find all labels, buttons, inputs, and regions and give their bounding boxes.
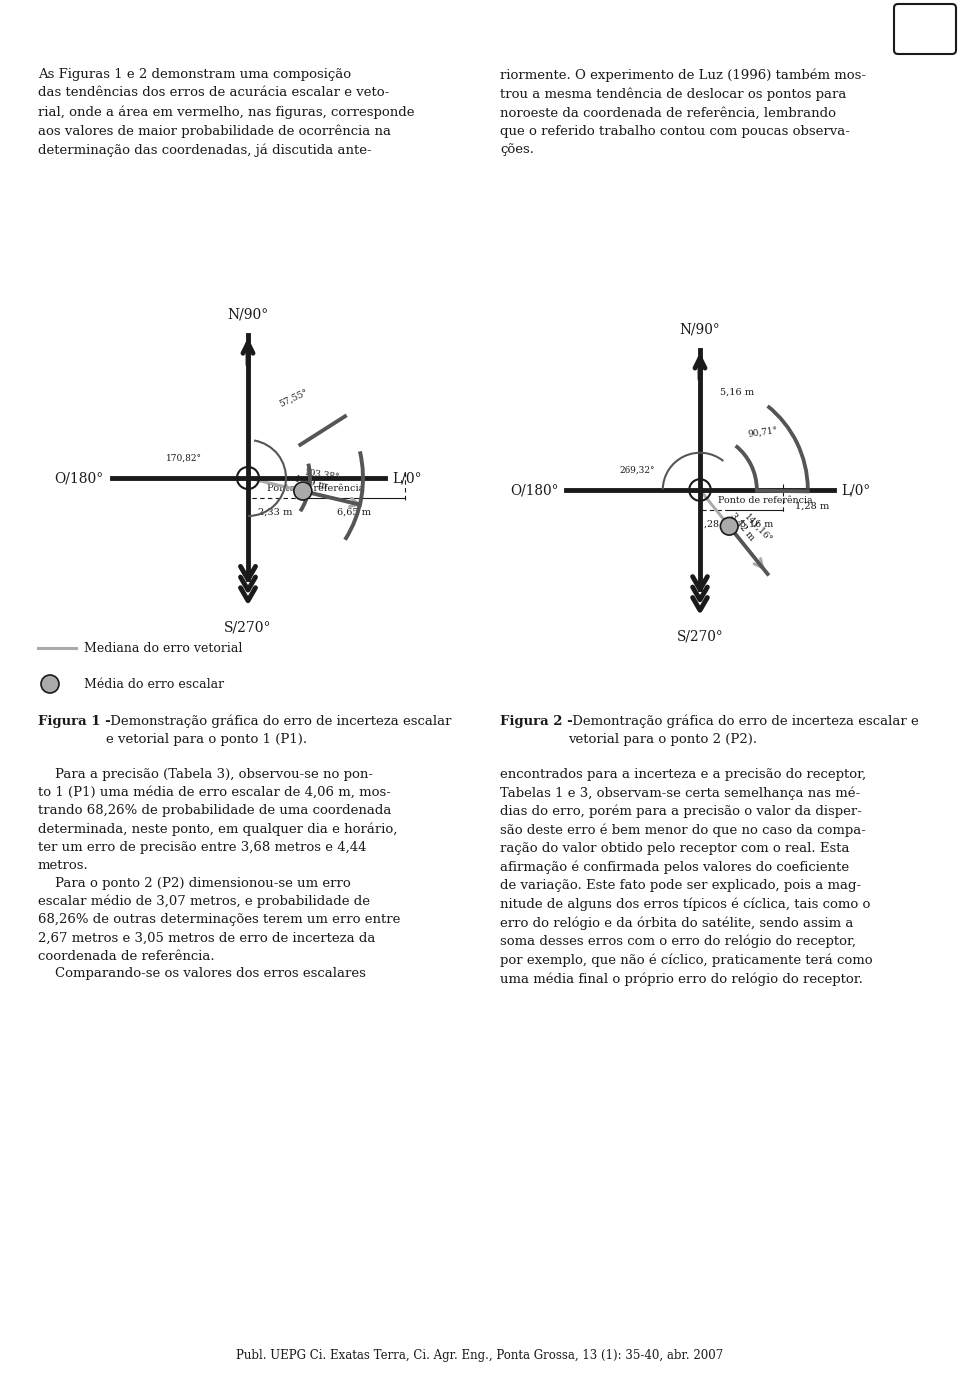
Text: 141,16°: 141,16°: [742, 513, 774, 544]
Text: Demonstração gráfica do erro de incerteza escalar: Demonstração gráfica do erro de incertez…: [106, 715, 451, 728]
Text: 1,28 m: 1,28 m: [698, 519, 732, 528]
Text: L/0°: L/0°: [842, 483, 871, 497]
Text: 90,71°: 90,71°: [747, 425, 779, 439]
Text: Publ. UEPG Ci. Exatas Terra, Ci. Agr. Eng., Ponta Grossa, 13 (1): 35-40, abr. 20: Publ. UEPG Ci. Exatas Terra, Ci. Agr. En…: [236, 1349, 724, 1363]
Text: 2,33 m: 2,33 m: [258, 508, 293, 517]
Text: Ponto de referência: Ponto de referência: [267, 483, 364, 493]
Text: Ponto de referência: Ponto de referência: [718, 496, 813, 504]
Text: 4,49 m: 4,49 m: [294, 475, 328, 492]
Text: O/180°: O/180°: [55, 471, 104, 485]
Text: 39: 39: [909, 19, 941, 42]
Text: 3,42 m: 3,42 m: [729, 511, 756, 543]
Text: 1,28 m: 1,28 m: [795, 501, 829, 511]
Text: e vetorial para o ponto 1 (P1).: e vetorial para o ponto 1 (P1).: [106, 733, 307, 746]
Text: Média do erro escalar: Média do erro escalar: [84, 678, 224, 690]
Text: O/180°: O/180°: [510, 483, 559, 497]
Circle shape: [41, 675, 59, 693]
Text: encontrados para a incerteza e a precisão do receptor,
Tabelas 1 e 3, observam-s: encontrados para a incerteza e a precisã…: [500, 768, 873, 986]
Text: Mediana do erro vetorial: Mediana do erro vetorial: [84, 642, 242, 654]
Text: L/0°: L/0°: [393, 471, 422, 485]
Text: 57,55°: 57,55°: [278, 388, 310, 408]
Text: S/270°: S/270°: [225, 621, 272, 635]
Text: N/90°: N/90°: [680, 322, 720, 336]
Text: 103,38°: 103,38°: [304, 468, 341, 482]
Text: 170,82°: 170,82°: [166, 453, 202, 463]
Text: As Figuras 1 e 2 demonstram uma composição
das tendências dos erros de acurácia : As Figuras 1 e 2 demonstram uma composiç…: [38, 68, 415, 157]
Text: riormente. O experimento de Luz (1996) também mos-
trou a mesma tendência de des: riormente. O experimento de Luz (1996) t…: [500, 68, 866, 157]
FancyBboxPatch shape: [894, 4, 956, 54]
Circle shape: [294, 482, 312, 500]
Text: Para a precisão (Tabela 3), observou-se no pon-
to 1 (P1) uma média de erro esca: Para a precisão (Tabela 3), observou-se …: [38, 768, 400, 981]
Text: Demontração gráfica do erro de incerteza escalar e: Demontração gráfica do erro de incerteza…: [568, 715, 919, 728]
Text: 6,65 m: 6,65 m: [337, 508, 371, 517]
Text: 269,32°: 269,32°: [619, 465, 655, 475]
Text: 5,16 m: 5,16 m: [720, 388, 755, 397]
Text: vetorial para o ponto 2 (P2).: vetorial para o ponto 2 (P2).: [568, 733, 757, 746]
Text: Figura 2 -: Figura 2 -: [500, 715, 573, 728]
Text: Figura 1 -: Figura 1 -: [38, 715, 110, 728]
Text: 5,16 m: 5,16 m: [739, 519, 773, 528]
Text: S/270°: S/270°: [677, 629, 723, 643]
Text: N/90°: N/90°: [228, 307, 269, 321]
Circle shape: [720, 518, 738, 535]
